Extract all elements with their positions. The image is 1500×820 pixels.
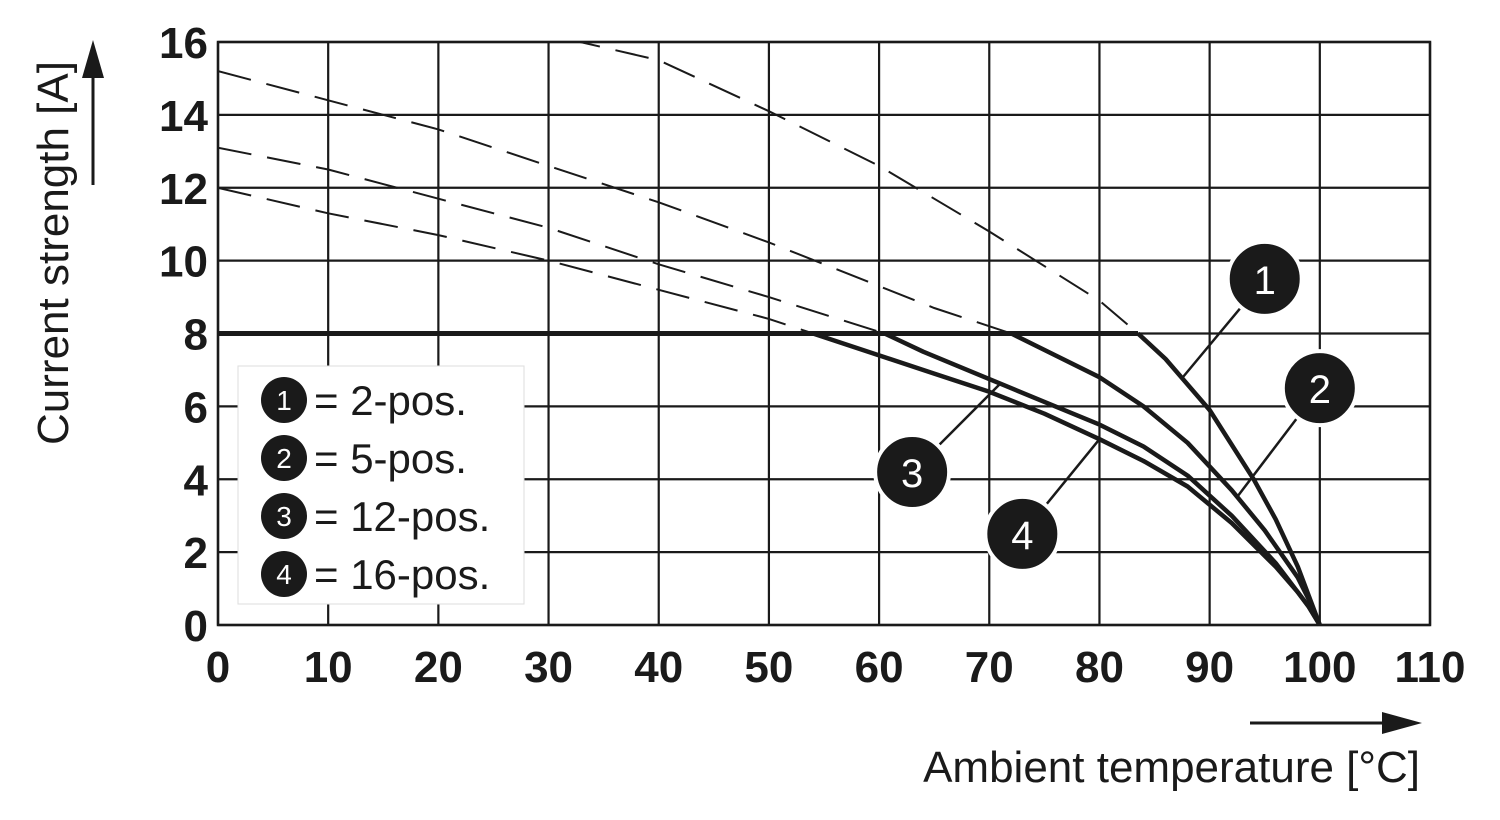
plot-frame: [216, 40, 1432, 627]
series-4-badge-number: 4: [1011, 514, 1033, 558]
series-2-dashed-curve: [218, 70, 1012, 335]
x-tick-label: 50: [744, 643, 793, 692]
x-tick-label: 110: [1395, 643, 1466, 692]
legend-badge: [261, 493, 307, 539]
y-tick-label: 12: [159, 165, 208, 214]
x-axis-label: Ambient temperature [°C]: [923, 743, 1420, 792]
y-tick-labels: 0 2 4 6 8 10 12 14 16: [159, 19, 208, 651]
legend-badge-number: 1: [276, 385, 292, 416]
y-tick-label: 6: [184, 383, 208, 432]
x-tick-label: 30: [524, 643, 573, 692]
series-3-dashed-curve: [218, 146, 885, 335]
series-4-dashed-curve: [218, 186, 814, 335]
y-tick-label: 8: [184, 311, 208, 360]
series-1-badge: [1225, 239, 1304, 318]
x-tick-label: 20: [414, 643, 463, 692]
legend-badge: [261, 551, 307, 597]
legend-item-label: = 16-pos.: [314, 551, 490, 598]
y-tick-label: 2: [184, 529, 208, 578]
x-tick-label: 0: [206, 643, 230, 692]
series-2-badge-number: 2: [1309, 368, 1331, 412]
y-tick-label: 0: [184, 602, 208, 651]
y-tick-label: 14: [159, 92, 208, 141]
y-tick-label: 10: [159, 238, 208, 287]
series-2-curve: [1010, 331, 1322, 626]
x-tick-label: 90: [1185, 643, 1234, 692]
y-tick-label: 4: [184, 456, 209, 505]
series-1-badge-number: 1: [1254, 259, 1276, 303]
series-4-badge: [983, 494, 1062, 573]
y-tick-label: 16: [159, 19, 208, 68]
x-tick-label: 70: [965, 643, 1014, 692]
legend: 1 = 2-pos. 2 = 5-pos. 3 = 12-pos. 4 = 16-pos.: [237, 365, 525, 605]
x-tick-label: 10: [304, 643, 353, 692]
dashed-extrapolation-curves: [218, 42, 1139, 335]
y-axis-arrow-head: [82, 40, 104, 78]
series-1-dashed-curve: [575, 42, 1139, 335]
legend-badge: [261, 435, 307, 481]
x-tick-labels: 0 10 20 30 40 50 60 70 80 90 100 110: [206, 643, 1466, 692]
x-tick-label: 80: [1075, 643, 1124, 692]
legend-badge-number: 3: [276, 501, 292, 532]
x-tick-label: 100: [1283, 643, 1356, 692]
curve-badges: 1 2 3 4: [873, 239, 1359, 573]
series-3-badge-number: 3: [901, 452, 923, 496]
series-2-badge: [1280, 349, 1359, 428]
series-3-badge: [873, 432, 952, 511]
legend-badge: [261, 377, 307, 423]
series-4-curve: [812, 331, 1322, 627]
x-axis-arrow-head: [1382, 712, 1422, 734]
x-tick-label: 40: [634, 643, 683, 692]
legend-item-label: = 2-pos.: [314, 377, 467, 424]
legend-item-label: = 12-pos.: [314, 493, 490, 540]
x-tick-label: 60: [855, 643, 904, 692]
legend-item-label: = 5-pos.: [314, 435, 467, 482]
y-axis-label: Current strength [A]: [29, 61, 78, 445]
derating-curves: [812, 331, 1322, 627]
legend-badge-number: 2: [276, 443, 292, 474]
legend-badge-number: 4: [276, 559, 292, 590]
